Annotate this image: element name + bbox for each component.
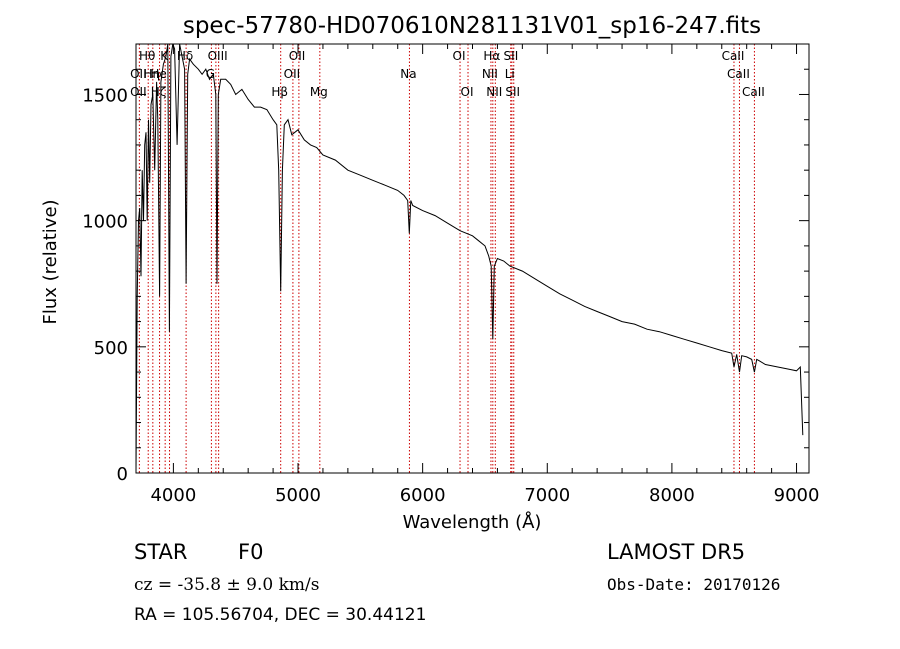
spectral-line-label: NII <box>482 67 498 81</box>
coordinates-text: RA = 105.56704, DEC = 30.44121 <box>134 605 426 625</box>
spectral-line-label: Hζ <box>151 85 167 99</box>
spectral-line-label: Mg <box>310 85 328 99</box>
redshift-text: cz = -35.8 ± 9.0 km/s <box>134 575 320 595</box>
spectral-line-label: CaII <box>742 85 765 99</box>
spectral-line-label: OII <box>284 67 301 81</box>
chart-title: spec-57780-HD070610N281131V01_sp16-247.f… <box>183 13 761 39</box>
plot-frame <box>135 43 810 474</box>
spectral-line-label: Hβ <box>271 85 288 99</box>
y-tick-label: 1000 <box>82 212 128 233</box>
x-tick-label: 7000 <box>524 485 570 506</box>
spectrum-line <box>135 43 804 474</box>
spectral-line-label: CaII <box>727 67 750 81</box>
spectral-line-label: Na <box>400 67 416 81</box>
spectral-line-label: Li <box>505 67 515 81</box>
spectral-line-label: Hα <box>483 49 500 63</box>
x-tick-label: 9000 <box>774 485 820 506</box>
x-tick-label: 4000 <box>150 485 196 506</box>
y-axis-label: Flux (relative) <box>40 199 61 324</box>
spectral-line-label: OII <box>130 67 147 81</box>
x-axis-label: Wavelength (Å) <box>403 511 542 533</box>
survey-label: LAMOST DR5 <box>607 540 745 564</box>
x-tick-label: 6000 <box>400 485 446 506</box>
spectral-line-markers <box>138 44 755 473</box>
spectral-line-label: OIII <box>208 49 228 63</box>
spectral-line-label: G <box>206 67 215 81</box>
object-class: STAR <box>134 540 187 564</box>
x-tick-label: 5000 <box>275 485 321 506</box>
spectral-line-label: K <box>160 49 169 63</box>
spectral-line-label: He <box>150 67 166 81</box>
y-tick-label: 1500 <box>82 85 128 106</box>
spectral-line-label: Hη <box>144 67 161 81</box>
object-subclass: F0 <box>238 540 263 564</box>
spectral-line-label: OI <box>453 49 466 63</box>
y-tick-label: 0 <box>117 464 128 485</box>
spectral-line-label: OII <box>289 49 306 63</box>
spectral-line-label: SII <box>505 85 520 99</box>
axis-ticks: 4000 5000 6000 7000 8000 9000 0 500 1000 1500 <box>82 43 820 506</box>
spectral-line-label: OII <box>130 85 147 99</box>
obs-date: Obs-Date: 20170126 <box>607 575 780 594</box>
spectral-line-label: CaII <box>722 49 745 63</box>
y-tick-label: 500 <box>94 338 128 359</box>
spectral-line-label: Hθ <box>139 49 155 63</box>
spectral-line-label: OI <box>461 85 474 99</box>
spectral-line-label: NII <box>486 85 502 99</box>
spectral-line-label: SII <box>504 49 519 63</box>
x-tick-label: 8000 <box>649 485 695 506</box>
